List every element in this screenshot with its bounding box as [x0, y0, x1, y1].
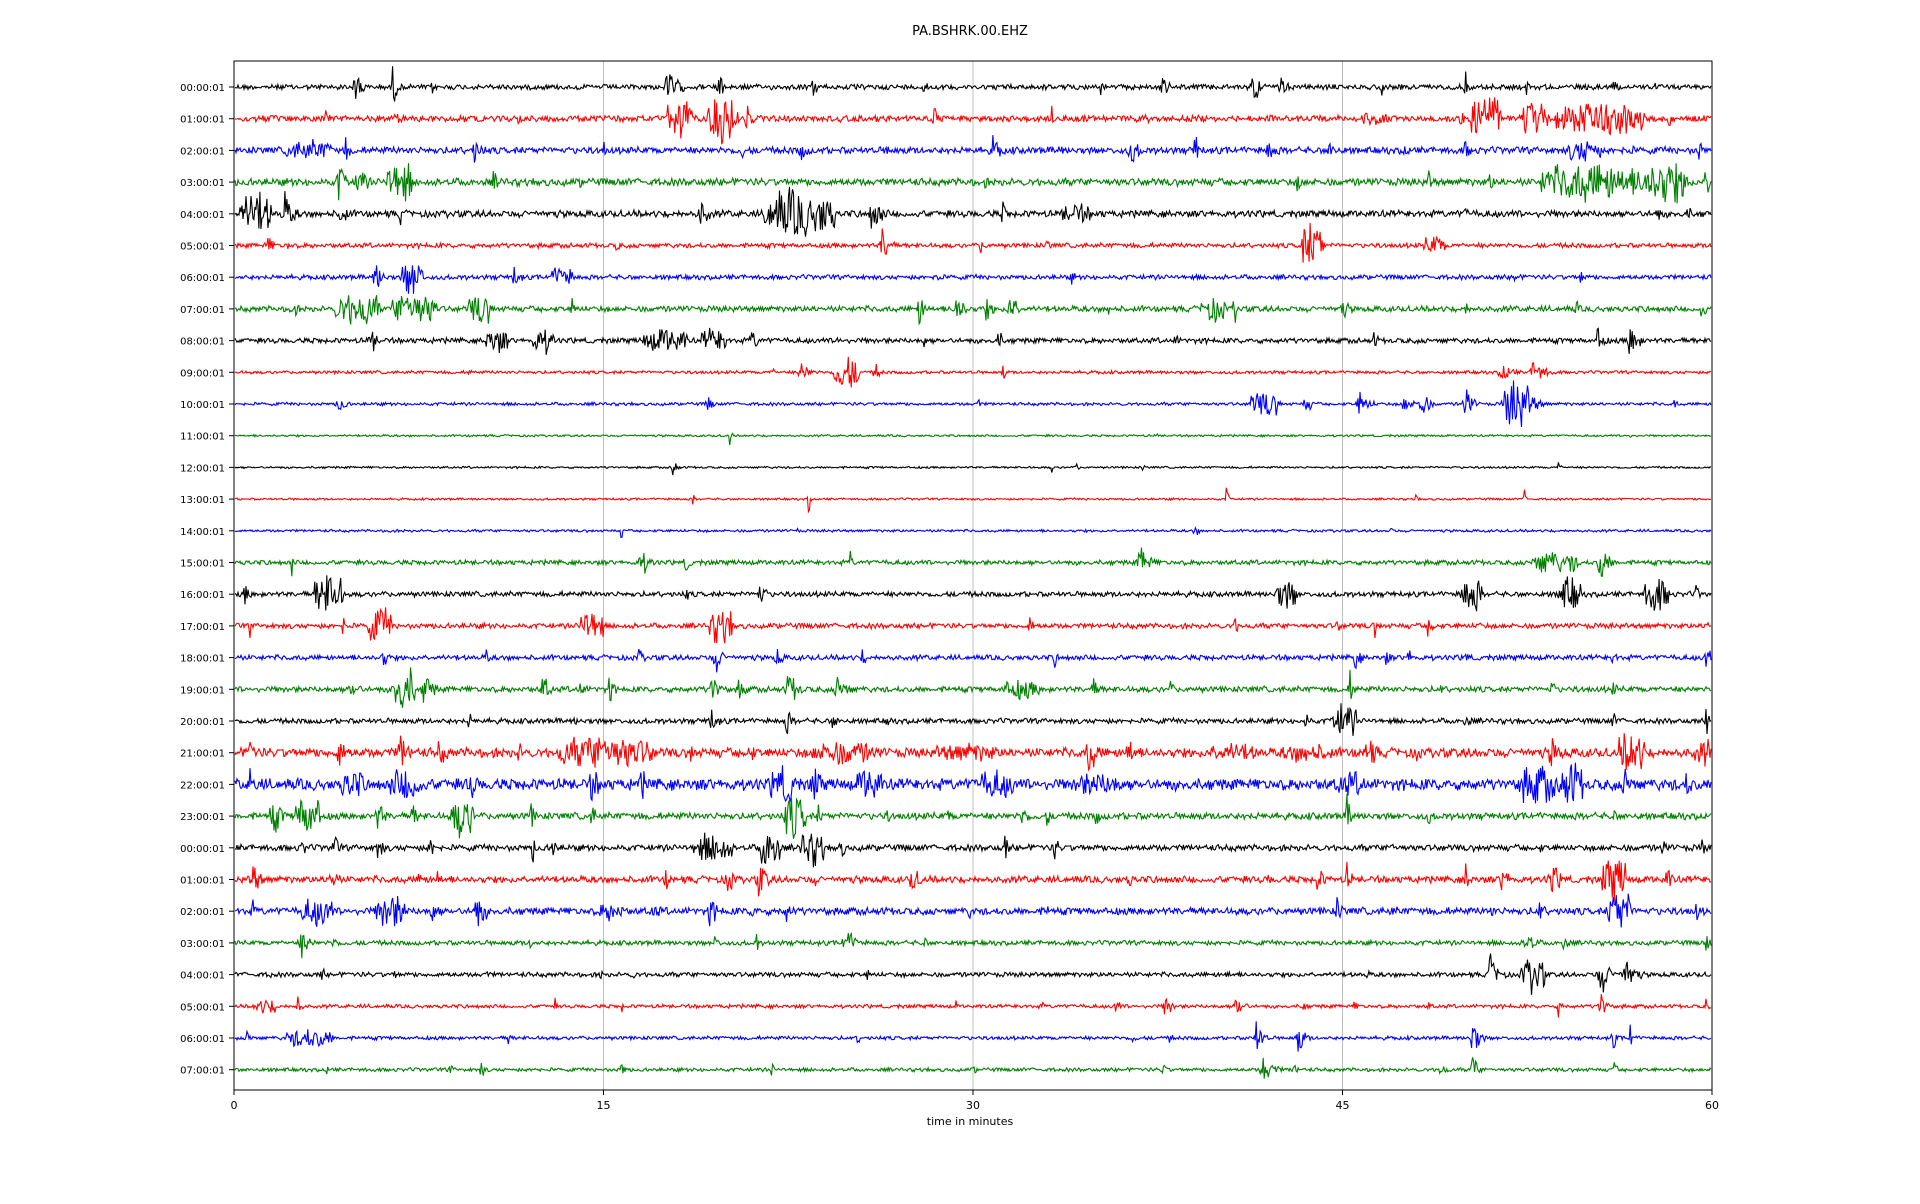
row-label-23: 23:00:01: [180, 812, 225, 823]
row-label-18: 18:00:01: [180, 654, 225, 665]
x-tick-label-60: 60: [1705, 1099, 1719, 1112]
row-label-16: 16:00:01: [180, 590, 225, 601]
trace-row-0: [234, 66, 1712, 102]
trace-row-15: [234, 547, 1712, 577]
row-label-21: 21:00:01: [180, 749, 225, 760]
chart-title: PA.BSHRK.00.EHZ: [912, 24, 1028, 39]
trace-row-7: [234, 295, 1712, 326]
trace-row-11: [234, 432, 1712, 446]
trace-row-2: [234, 134, 1712, 163]
row-label-17: 17:00:01: [180, 622, 225, 633]
trace-row-20: [234, 703, 1712, 736]
row-label-29: 05:00:01: [180, 1002, 225, 1013]
trace-row-22: [234, 762, 1712, 804]
row-label-27: 03:00:01: [180, 939, 225, 950]
row-label-9: 09:00:01: [180, 368, 225, 379]
trace-row-18: [234, 648, 1712, 673]
trace-row-30: [234, 1021, 1712, 1052]
trace-row-21: [234, 733, 1712, 772]
row-label-10: 10:00:01: [180, 400, 225, 411]
row-label-13: 13:00:01: [180, 495, 225, 506]
trace-row-16: [234, 575, 1712, 612]
trace-row-17: [234, 607, 1712, 644]
trace-row-9: [234, 356, 1712, 388]
trace-row-26: [234, 893, 1712, 928]
row-label-31: 07:00:01: [180, 1066, 225, 1077]
row-label-19: 19:00:01: [180, 685, 225, 696]
row-label-25: 01:00:01: [180, 876, 225, 887]
x-tick-label-15: 15: [597, 1099, 611, 1112]
x-tick-label-30: 30: [966, 1099, 980, 1112]
trace-row-24: [234, 832, 1712, 868]
grid-layer: [603, 61, 1343, 1090]
row-label-3: 03:00:01: [180, 178, 225, 189]
row-label-2: 02:00:01: [180, 146, 225, 157]
y-axis-labels: 00:00:01 01:00:01 02:00:01 03:00:01 04:00:01…: [180, 83, 234, 1077]
row-label-30: 06:00:01: [180, 1034, 225, 1045]
trace-row-6: [234, 265, 1712, 294]
row-label-11: 11:00:01: [180, 432, 225, 443]
trace-row-28: [234, 953, 1712, 995]
row-label-28: 04:00:01: [180, 971, 225, 982]
trace-row-4: [234, 186, 1712, 237]
trace-row-25: [234, 860, 1712, 903]
trace-row-5: [234, 222, 1712, 263]
row-label-1: 01:00:01: [180, 115, 225, 126]
row-label-12: 12:00:01: [180, 463, 225, 474]
row-label-7: 07:00:01: [180, 305, 225, 316]
row-label-22: 22:00:01: [180, 780, 225, 791]
trace-row-14: [234, 526, 1712, 539]
row-label-6: 06:00:01: [180, 273, 225, 284]
row-label-0: 00:00:01: [180, 83, 225, 94]
trace-row-10: [234, 380, 1712, 428]
trace-layer: [234, 66, 1712, 1079]
trace-row-23: [234, 793, 1712, 839]
x-tick-label-0: 0: [231, 1099, 238, 1112]
trace-row-12: [234, 462, 1712, 476]
row-label-14: 14:00:01: [180, 527, 225, 538]
trace-row-19: [234, 667, 1712, 708]
row-label-5: 05:00:01: [180, 242, 225, 253]
trace-row-8: [234, 327, 1712, 355]
trace-row-27: [234, 931, 1712, 959]
row-label-8: 08:00:01: [180, 337, 225, 348]
trace-row-13: [234, 487, 1712, 514]
row-label-15: 15:00:01: [180, 559, 225, 570]
trace-row-31: [234, 1057, 1712, 1079]
row-label-24: 00:00:01: [180, 844, 225, 855]
trace-row-29: [234, 994, 1712, 1018]
x-axis-ticks: 0 15 30 45 60: [231, 1090, 1719, 1112]
row-label-26: 02:00:01: [180, 907, 225, 918]
x-axis-label: time in minutes: [927, 1115, 1014, 1128]
row-label-4: 04:00:01: [180, 210, 225, 221]
trace-row-1: [234, 97, 1712, 145]
x-tick-label-45: 45: [1336, 1099, 1350, 1112]
row-label-20: 20:00:01: [180, 717, 225, 728]
trace-row-3: [234, 163, 1712, 204]
